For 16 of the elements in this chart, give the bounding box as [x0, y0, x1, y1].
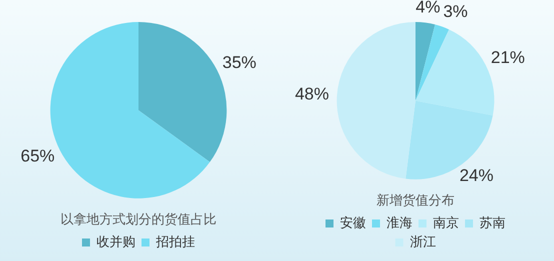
data-label: 3% — [443, 2, 468, 22]
text: 以拿地方式划分的货值占比 — [60, 212, 216, 228]
data-label: 4% — [416, 0, 440, 16]
legend-label: 收并购 — [96, 234, 136, 250]
legend-label: 招拍挂 — [155, 234, 195, 250]
legend-label: 安徽 — [340, 214, 366, 231]
data-label: 35% — [222, 53, 256, 72]
legend-label: 淮海 — [386, 216, 412, 231]
data-label: 21% — [490, 48, 525, 67]
text: 新增货值分布 — [376, 194, 454, 209]
data-label: 65% — [20, 146, 55, 166]
legend-label: 苏南 — [480, 216, 506, 231]
data-label: 24% — [459, 166, 494, 186]
data-label: 48% — [294, 84, 330, 104]
legend-label: 南京 — [433, 216, 459, 231]
legend-label: 浙江 — [410, 234, 436, 250]
